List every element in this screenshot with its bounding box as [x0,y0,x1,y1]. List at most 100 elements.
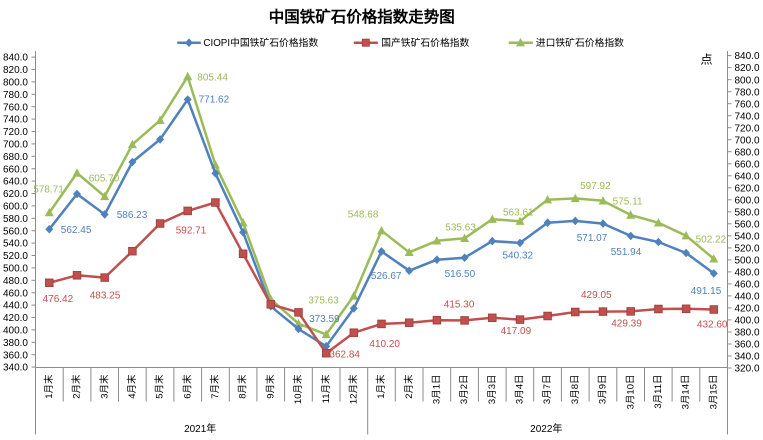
svg-text:360.0: 360.0 [735,340,760,351]
svg-text:8月末: 8月末 [237,374,249,399]
svg-text:700.0: 700.0 [3,140,28,151]
svg-text:771.62: 771.62 [199,95,230,106]
svg-text:9月末: 9月末 [264,374,276,399]
svg-text:562.45: 562.45 [61,225,92,236]
svg-text:国产铁矿石价格指数: 国产铁矿石价格指数 [381,36,469,49]
svg-text:410.20: 410.20 [369,339,400,350]
svg-text:780.0: 780.0 [735,87,760,98]
svg-text:1月末: 1月末 [375,374,387,399]
svg-text:540.0: 540.0 [735,231,760,242]
svg-text:526.67: 526.67 [371,271,402,282]
svg-text:483.25: 483.25 [90,291,121,302]
svg-text:10月末: 10月末 [292,374,304,404]
svg-text:660.0: 660.0 [735,159,760,170]
svg-text:740.0: 740.0 [735,111,760,122]
svg-text:380.0: 380.0 [3,338,28,349]
svg-text:760.0: 760.0 [735,99,760,110]
svg-text:11月末: 11月末 [320,374,332,403]
svg-text:340.0: 340.0 [735,352,760,363]
svg-text:800.0: 800.0 [3,78,28,89]
svg-text:580.0: 580.0 [3,214,28,225]
svg-text:720.0: 720.0 [735,123,760,134]
svg-text:575.11: 575.11 [613,197,643,208]
svg-text:476.42: 476.42 [43,294,74,305]
svg-text:3月3日: 3月3日 [487,375,498,405]
svg-text:432.60: 432.60 [697,319,728,330]
svg-text:420.0: 420.0 [3,313,28,324]
svg-text:780.0: 780.0 [3,90,28,101]
svg-text:415.30: 415.30 [444,300,475,311]
svg-text:375.63: 375.63 [308,295,339,306]
svg-text:600.0: 600.0 [3,202,28,213]
svg-text:840.0: 840.0 [735,51,760,62]
svg-text:2022年: 2022年 [530,422,562,435]
svg-text:480.0: 480.0 [3,276,28,287]
svg-text:540.32: 540.32 [503,251,534,262]
svg-text:4月末: 4月末 [126,374,138,399]
svg-text:3月8日: 3月8日 [570,375,581,405]
svg-text:中国铁矿石价格指数走势图: 中国铁矿石价格指数走势图 [269,7,455,26]
svg-text:480.0: 480.0 [735,268,760,279]
svg-text:502.22: 502.22 [696,234,727,245]
svg-text:3月末: 3月末 [98,374,110,399]
svg-text:700.0: 700.0 [735,135,760,146]
svg-text:2月末: 2月末 [403,374,415,399]
svg-text:3月15日: 3月15日 [708,375,719,410]
svg-text:620.0: 620.0 [3,189,28,200]
svg-text:429.39: 429.39 [611,319,642,330]
svg-text:400.0: 400.0 [735,316,760,327]
svg-text:563.61: 563.61 [503,208,534,219]
svg-text:592.71: 592.71 [176,226,207,237]
svg-text:597.92: 597.92 [580,181,611,192]
svg-text:460.0: 460.0 [3,288,28,299]
svg-text:548.68: 548.68 [348,210,379,221]
svg-text:640.0: 640.0 [735,171,760,182]
svg-text:3月9日: 3月9日 [598,375,609,405]
svg-text:540.0: 540.0 [3,239,28,250]
svg-text:586.23: 586.23 [117,210,148,221]
svg-text:520.0: 520.0 [735,244,760,255]
svg-text:CIOPI中国铁矿石价格指数: CIOPI中国铁矿石价格指数 [203,36,318,49]
svg-text:720.0: 720.0 [3,127,28,138]
svg-text:805.44: 805.44 [197,73,228,84]
svg-text:6月末: 6月末 [181,374,193,399]
svg-text:560.0: 560.0 [3,226,28,237]
svg-text:516.50: 516.50 [445,269,476,280]
svg-text:440.0: 440.0 [735,292,760,303]
svg-text:520.0: 520.0 [3,251,28,262]
svg-text:680.0: 680.0 [3,152,28,163]
svg-text:3月4日: 3月4日 [515,375,526,405]
svg-text:5月末: 5月末 [154,374,166,399]
svg-text:500.0: 500.0 [3,264,28,275]
svg-text:进口铁矿石价格指数: 进口铁矿石价格指数 [536,36,624,49]
svg-text:560.0: 560.0 [735,219,760,230]
svg-text:578.71: 578.71 [33,184,64,195]
svg-text:340.0: 340.0 [3,363,28,374]
svg-text:373.59: 373.59 [309,314,340,325]
svg-text:551.94: 551.94 [611,247,642,258]
svg-text:417.09: 417.09 [501,326,532,337]
svg-text:571.07: 571.07 [577,233,608,244]
svg-text:820.0: 820.0 [3,65,28,76]
svg-text:800.0: 800.0 [735,75,760,86]
svg-text:429.05: 429.05 [581,290,612,301]
svg-text:491.15: 491.15 [691,286,722,297]
svg-text:740.0: 740.0 [3,115,28,126]
svg-text:1月末: 1月末 [43,374,55,399]
svg-text:620.0: 620.0 [735,183,760,194]
svg-text:3月2日: 3月2日 [459,375,470,405]
svg-text:535.63: 535.63 [445,223,476,234]
svg-text:760.0: 760.0 [3,102,28,113]
svg-text:820.0: 820.0 [735,63,760,74]
svg-text:680.0: 680.0 [735,147,760,158]
svg-text:380.0: 380.0 [735,328,760,339]
svg-text:605.70: 605.70 [89,173,120,184]
svg-text:3月1日: 3月1日 [432,375,443,405]
svg-text:3月11日: 3月11日 [653,375,664,409]
svg-text:320.0: 320.0 [735,364,760,375]
svg-text:400.0: 400.0 [3,326,28,337]
svg-text:660.0: 660.0 [3,164,28,175]
svg-text:440.0: 440.0 [3,301,28,312]
svg-text:580.0: 580.0 [735,207,760,218]
svg-text:420.0: 420.0 [735,304,760,315]
